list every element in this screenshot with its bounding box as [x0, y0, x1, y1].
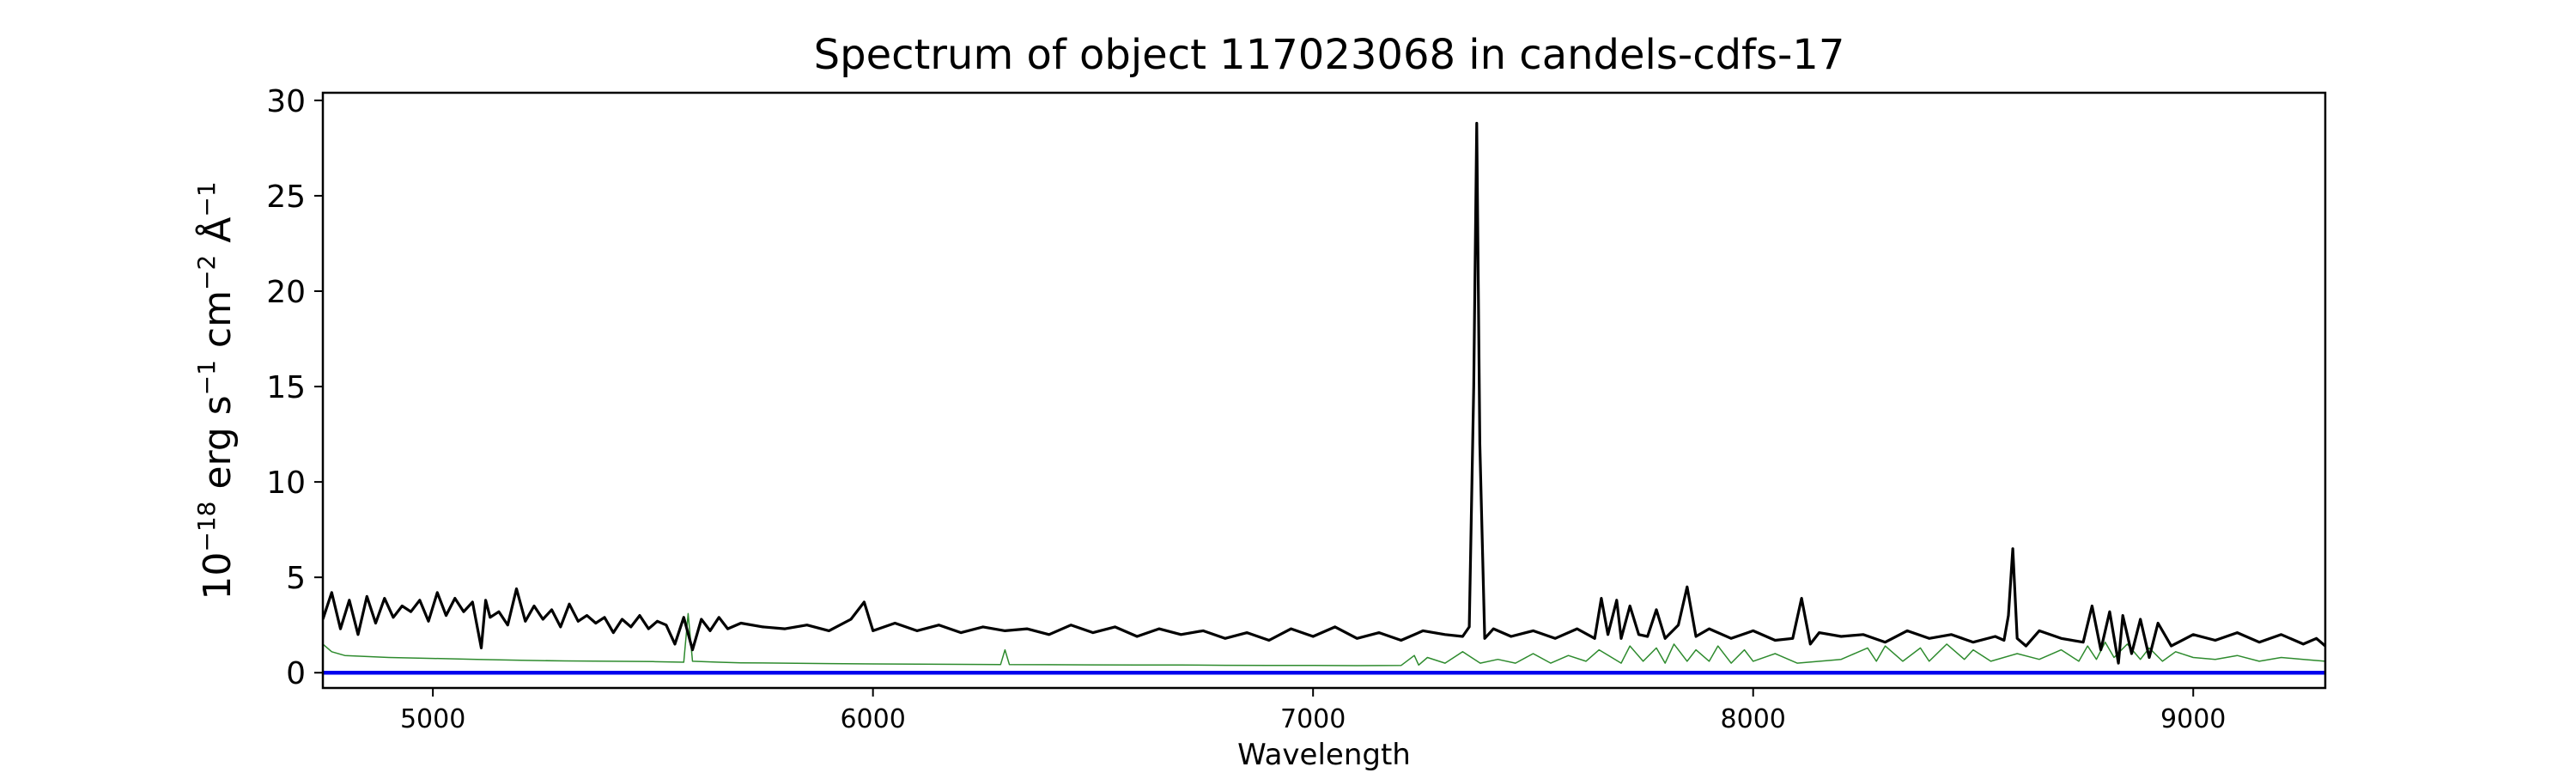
x-axis: 5000 6000 7000 8000 9000	[400, 688, 2226, 734]
y-axis-label: 10−18 erg s−1 cm−2 Å−1	[192, 181, 240, 600]
y-tick-label: 20	[266, 275, 306, 310]
y-tick-label: 0	[286, 656, 306, 691]
x-tick-label: 7000	[1280, 704, 1346, 734]
y-tick-label: 15	[266, 370, 306, 405]
y-label-unit2: cm	[196, 290, 240, 360]
x-tick-label: 9000	[2160, 704, 2226, 734]
y-label-base: 10	[196, 552, 240, 600]
series-layer	[323, 121, 2325, 675]
y-tick-label: 5	[286, 561, 306, 596]
x-tick-label: 8000	[1721, 704, 1786, 734]
y-axis: 0 5 10 15 20 25 30	[266, 84, 323, 691]
y-label-exp: −18	[192, 502, 221, 552]
y-label-unit3: Å	[194, 217, 240, 255]
y-tick-label: 30	[266, 84, 306, 119]
y-label-exp1: −1	[192, 360, 221, 395]
y-tick-label: 10	[266, 466, 306, 501]
y-label-exp3: −1	[192, 181, 221, 216]
y-label-unit1: erg s	[196, 395, 240, 501]
plot-frame	[321, 91, 2327, 690]
x-axis-label: Wavelength	[1237, 738, 1411, 772]
x-tick-label: 6000	[840, 704, 905, 734]
y-tick-label: 25	[266, 180, 306, 215]
noise-series-line	[323, 612, 2325, 666]
flux-series-line	[323, 121, 2325, 665]
chart-title: Spectrum of object 117023068 in candels-…	[814, 31, 1845, 79]
y-label-exp2: −2	[192, 255, 221, 290]
x-tick-label: 5000	[400, 704, 465, 734]
